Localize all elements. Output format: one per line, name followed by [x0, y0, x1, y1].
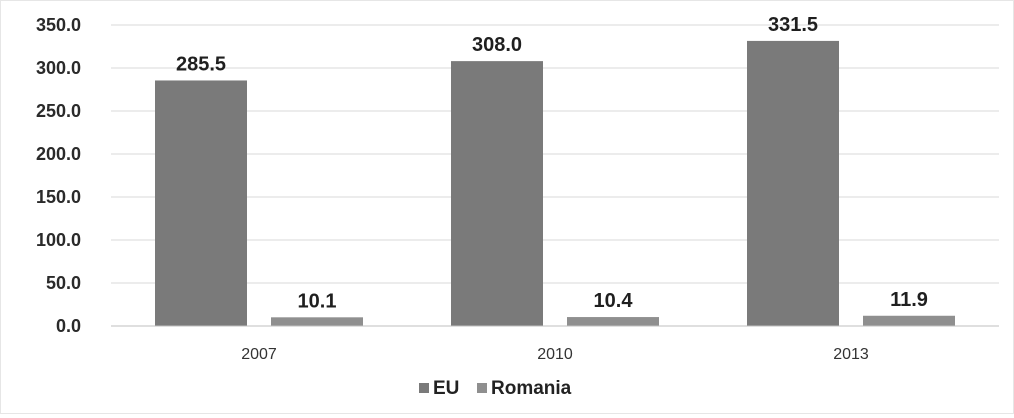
data-label: 308.0: [472, 34, 522, 56]
bars: [155, 40, 955, 327]
x-tick-label: 2007: [241, 346, 277, 363]
y-tick-label: 300.0: [36, 58, 81, 78]
y-tick-label: 150.0: [36, 187, 81, 207]
x-tick-label: 2013: [833, 346, 869, 363]
y-tick-label: 0.0: [56, 316, 81, 336]
data-label: 285.5: [176, 53, 226, 75]
data-label: 10.1: [298, 290, 337, 312]
bar-romania-2013: [863, 315, 955, 326]
data-label: 10.4: [594, 290, 634, 312]
legend-swatch-eu: [419, 383, 429, 393]
y-tick-label: 250.0: [36, 101, 81, 121]
y-tick-label: 50.0: [46, 273, 81, 293]
bar-eu-2010: [451, 61, 543, 327]
x-axis-ticks: 2007 2010 2013: [241, 346, 869, 363]
bar-eu-2013: [747, 40, 839, 326]
bar-romania-2007: [271, 317, 363, 326]
y-tick-label: 350.0: [36, 15, 81, 35]
legend-label-romania: Romania: [491, 378, 572, 399]
data-label: 331.5: [768, 14, 818, 36]
y-axis-ticks: 0.0 50.0 100.0 150.0 200.0 250.0 300.0 350.0: [36, 15, 81, 336]
data-label: 11.9: [890, 289, 928, 311]
y-tick-label: 100.0: [36, 230, 81, 250]
data-labels: 285.5 10.1 308.0 10.4 331.5 11.9: [176, 14, 928, 312]
legend-label-eu: EU: [433, 378, 459, 399]
gridlines: [111, 24, 999, 284]
y-tick-label: 200.0: [36, 144, 81, 164]
legend: EU Romania: [419, 378, 572, 399]
legend-swatch-romania: [477, 383, 487, 393]
bar-romania-2010: [567, 317, 659, 326]
bar-eu-2007: [155, 80, 247, 326]
x-tick-label: 2010: [537, 346, 573, 363]
